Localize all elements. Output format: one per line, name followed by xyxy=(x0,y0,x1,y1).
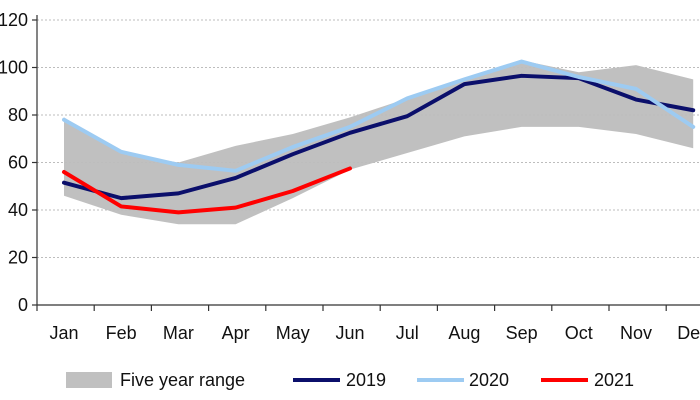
legend-swatch-five-year-range xyxy=(66,372,112,388)
series-line-2020 xyxy=(62,59,696,173)
legend-label-five-year-range: Five year range xyxy=(120,370,245,390)
series-line-2021 xyxy=(62,166,352,215)
x-tick-label: Sep xyxy=(506,323,538,343)
x-tick-label: Jan xyxy=(49,323,78,343)
legend-label-2020: 2020 xyxy=(469,370,509,390)
y-tick-label: 0 xyxy=(18,295,28,315)
x-tick-label: Jun xyxy=(335,323,364,343)
legend-label-2019: 2019 xyxy=(346,370,386,390)
x-tick-label: Jul xyxy=(396,323,419,343)
series-line-2019 xyxy=(62,73,696,201)
x-tick-label: Mar xyxy=(163,323,194,343)
y-tick-label: 40 xyxy=(8,200,28,220)
x-tick-label: Oct xyxy=(565,323,593,343)
y-tick-label: 100 xyxy=(0,58,28,78)
y-tick-label: 80 xyxy=(8,105,28,125)
x-tick-label: Feb xyxy=(106,323,137,343)
x-tick-label: Aug xyxy=(448,323,480,343)
x-tick-label: Apr xyxy=(222,323,250,343)
y-tick-label: 60 xyxy=(8,153,28,173)
x-tick-label: May xyxy=(276,323,310,343)
x-tick-label: Dec xyxy=(677,323,700,343)
y-tick-label: 120 xyxy=(0,10,28,30)
legend-label-2021: 2021 xyxy=(594,370,634,390)
x-tick-label: Nov xyxy=(620,323,652,343)
y-tick-label: 20 xyxy=(8,248,28,268)
